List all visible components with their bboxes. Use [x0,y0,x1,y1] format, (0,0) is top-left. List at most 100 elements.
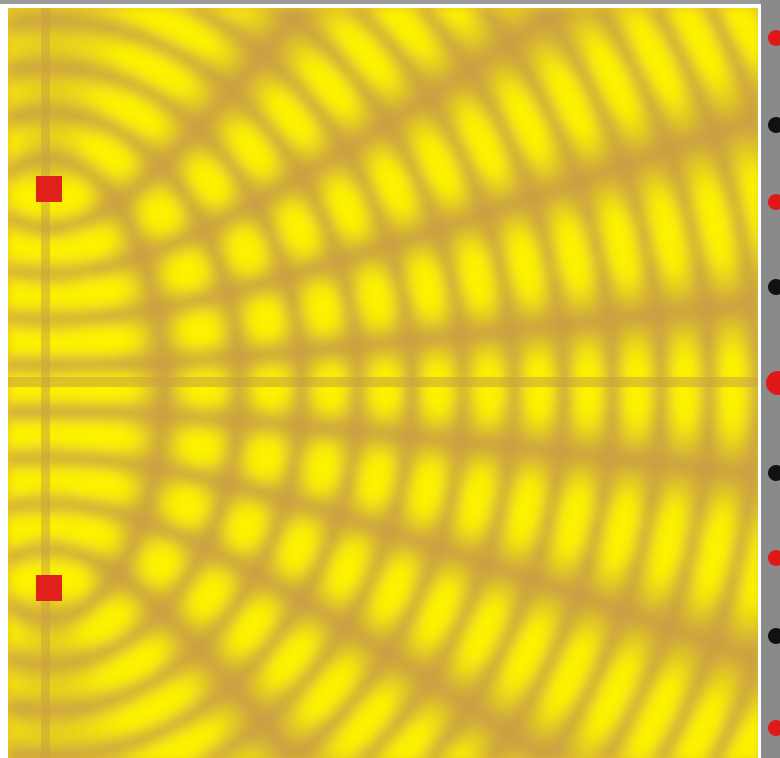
wave-cell [136,160,145,169]
wave-cell [200,96,209,105]
wave-cell [696,368,705,377]
wave-cell [80,256,89,265]
wave-cell [312,208,321,217]
wave-cell [728,120,737,129]
wave-cell [48,208,57,217]
wave-cell [24,392,33,401]
wave-cell [400,392,409,401]
wave-cell [368,144,377,153]
wave-cell [656,360,665,369]
wave-cell [400,96,409,105]
wave-cell [720,184,729,193]
wave-cell [552,24,561,33]
wave-cell [480,72,489,81]
wave-cell [464,184,473,193]
wave-cell [384,424,393,433]
wave-cell [296,160,305,169]
wave-cell [8,272,17,281]
wave-cell [176,272,185,281]
wave-cell [400,408,409,417]
wave-cell [536,40,545,49]
wave-cell [496,8,505,17]
wave-cell [744,384,753,393]
wave-cell [576,424,585,433]
wave-cell [352,216,361,225]
wave-cell [264,160,273,169]
wave-cell [360,400,369,409]
wave-cell [528,8,537,17]
wave-cell [416,312,425,321]
wave-cell [536,160,545,169]
wave-cell [536,312,545,321]
wave-cell [592,384,601,393]
wave-cell [480,208,489,217]
wave-cell [16,120,25,129]
wave-cell [656,296,665,305]
wave-cell [104,128,113,137]
wave-cell [136,344,145,353]
wave-cell [128,48,137,57]
wave-cell [632,304,641,313]
wave-cell [672,72,681,81]
wave-cell [416,152,425,161]
wave-cell [480,408,489,417]
wave-cell [128,120,137,129]
wave-cell [112,200,121,209]
wave-cell [368,32,377,41]
wave-cell [432,32,441,41]
wave-cell [336,240,345,249]
wave-cell [640,120,649,129]
wave-cell [680,312,689,321]
wave-cell [288,312,297,321]
wave-cell [400,144,409,153]
wave-cell [464,344,473,353]
wave-cell [576,368,585,377]
wave-cell [72,160,81,169]
wave-cell [144,256,153,265]
wave-cell [376,424,385,433]
wave-cell [8,80,17,89]
wave-cell [704,320,713,329]
wave-cell [160,176,169,185]
wave-cell [152,264,161,273]
wave-cell [192,128,201,137]
wave-cell [696,72,705,81]
wave-cell [600,104,609,113]
wave-cell [248,80,257,89]
wave-cell [688,88,697,97]
wave-cell [320,272,329,281]
wave-cell [712,184,721,193]
wave-cell [72,88,81,97]
wave-cell [712,88,721,97]
wave-cell [72,200,81,209]
wave-cell [624,8,633,17]
wave-cell [472,280,481,289]
wave-cell [136,32,145,41]
wave-cell [464,32,473,41]
wave-cell [160,112,169,121]
wave-cell [696,16,705,25]
wave-cell [344,184,353,193]
wave-cell [712,144,721,153]
wave-cell [472,48,481,57]
wave-cell [240,112,249,121]
wave-cell [744,264,753,273]
wave-cell [320,176,329,185]
wave-cell [512,48,521,57]
wave-cell [16,400,25,409]
wave-cell [56,344,65,353]
wave-cell [728,200,737,209]
wave-cell [344,168,353,177]
wave-cell [304,272,313,281]
wave-cell [280,168,289,177]
wave-cell [416,264,425,273]
wave-cell [744,176,753,185]
wave-cell [416,200,425,209]
wave-cell [384,40,393,49]
wave-cell [576,176,585,185]
wave-cell [208,8,217,17]
wave-cell [680,392,689,401]
wave-cell [488,368,497,377]
wave-cell [304,32,313,41]
wave-cell [80,48,89,57]
